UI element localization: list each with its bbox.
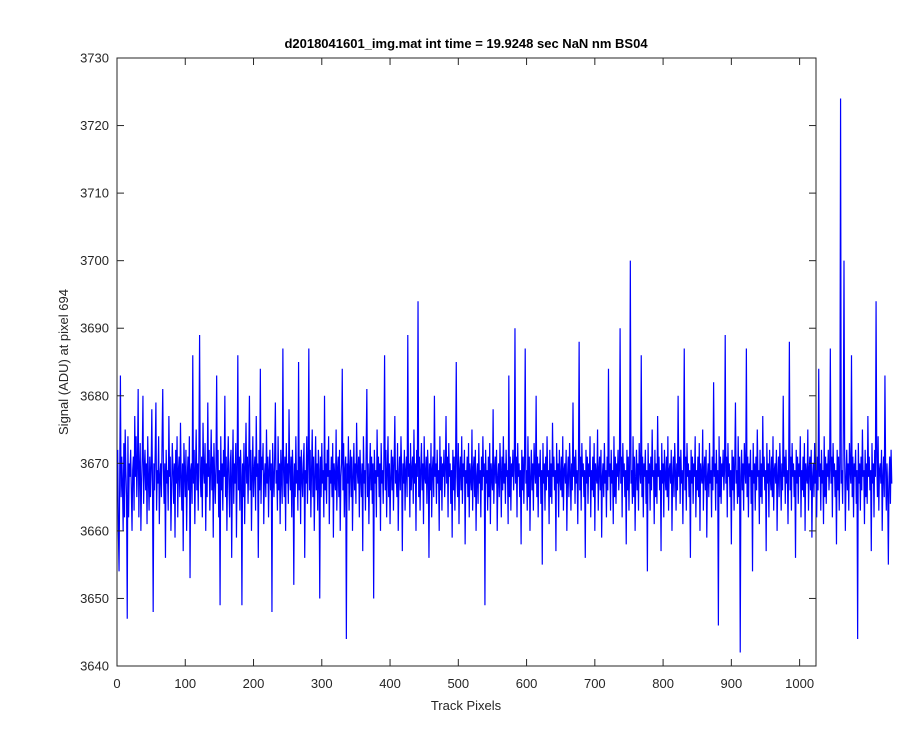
x-tick-label: 0 bbox=[113, 676, 120, 691]
x-tick-label: 800 bbox=[652, 676, 674, 691]
y-tick-labels: 3640 3650 3660 3670 3680 3690 3700 3710 3720 3730 bbox=[80, 51, 109, 674]
y-tick-label: 3670 bbox=[80, 456, 109, 471]
axes-box bbox=[116, 57, 817, 667]
y-tick-label: 3640 bbox=[80, 659, 109, 674]
y-tick-label: 3700 bbox=[80, 253, 109, 268]
y-tick-label: 3720 bbox=[80, 118, 109, 133]
chart-title: d2018041601_img.mat int time = 19.9248 s… bbox=[284, 36, 648, 51]
y-tick-label: 3710 bbox=[80, 186, 109, 201]
y-tick-label: 3690 bbox=[80, 321, 109, 336]
x-tick-label: 600 bbox=[516, 676, 538, 691]
x-tick-label: 700 bbox=[584, 676, 606, 691]
y-tick-label: 3730 bbox=[80, 51, 109, 66]
y-tick-label: 3680 bbox=[80, 388, 109, 403]
x-tick-label: 400 bbox=[379, 676, 401, 691]
y-tick-label: 3660 bbox=[80, 523, 109, 538]
series-layer bbox=[117, 98, 893, 653]
y-tick-label: 3650 bbox=[80, 591, 109, 606]
y-axis-label: Signal (ADU) at pixel 694 bbox=[56, 289, 71, 435]
x-tick-label: 100 bbox=[174, 676, 196, 691]
x-tick-label: 900 bbox=[721, 676, 743, 691]
x-tick-label: 200 bbox=[243, 676, 265, 691]
ticks-layer bbox=[116, 57, 816, 667]
x-tick-label: 1000 bbox=[785, 676, 814, 691]
plot-area bbox=[116, 57, 893, 667]
x-tick-label: 500 bbox=[447, 676, 469, 691]
x-tick-labels: 0 100 200 300 400 500 600 700 800 900 1000 bbox=[113, 676, 814, 691]
x-axis-label: Track Pixels bbox=[431, 698, 502, 713]
x-tick-label: 300 bbox=[311, 676, 333, 691]
series-line bbox=[117, 98, 893, 653]
